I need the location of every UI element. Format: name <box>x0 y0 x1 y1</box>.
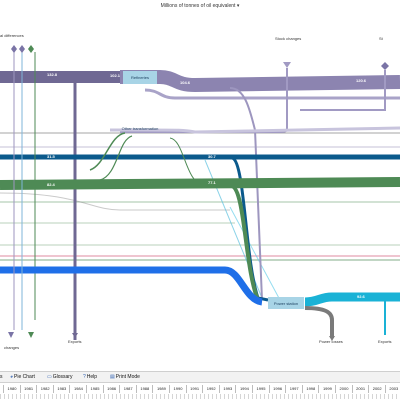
year-1985[interactable]: 1985 <box>86 385 103 393</box>
pie-chart-icon: ◕ <box>10 374 14 380</box>
glossary-label: Glossary <box>52 374 73 380</box>
timeline-ticks <box>0 394 400 399</box>
year-1984[interactable]: 1984 <box>69 385 86 393</box>
year-2000[interactable]: 2000 <box>335 385 352 393</box>
toolbar: s ◕ Pie Chart ▭ Glossary ? Help ▤ Print … <box>0 371 400 383</box>
print-mode-button[interactable]: ▤ Print Mode <box>110 373 140 381</box>
chevron-down-icon: ▾ <box>236 3 240 9</box>
flow-purple-to-power <box>229 87 263 301</box>
flow-refinery-products <box>120 70 400 93</box>
pie-chart-button[interactable]: ◕ Pie Chart <box>10 373 35 381</box>
flow-green-branch-1 <box>89 132 126 171</box>
help-label: Help <box>86 374 98 380</box>
year-timeline[interactable]: 1980 1981 1982 1983 1984 1985 1986 1987 1988 1989… <box>0 382 400 401</box>
sankey-diagram <box>0 45 400 341</box>
exports-right-label: Exports <box>378 339 392 344</box>
green-flow-value: 82.4 <box>47 182 55 187</box>
stock-changes-label: Stock changes <box>275 36 302 41</box>
flow-stock-changes-right <box>300 70 386 111</box>
year-2001[interactable]: 2001 <box>351 385 369 393</box>
year-1991[interactable]: 1991 <box>185 385 203 393</box>
flow-cyan-diagonal-2 <box>229 206 281 301</box>
year-list: 1980 1981 1982 1983 1984 1985 1986 1987 1988 1989… <box>0 385 400 393</box>
glossary-button[interactable]: ▭ Glossary <box>47 373 72 381</box>
blue-flow-right-value: 30.7 <box>208 154 216 159</box>
refinery-in-value: 102.1 <box>110 73 121 78</box>
arrow-down-icon[interactable] <box>28 332 34 338</box>
year-1981[interactable]: 1981 <box>19 385 37 393</box>
question-icon: ? <box>83 374 86 380</box>
year-1989[interactable]: 1989 <box>152 385 169 393</box>
chart-title[interactable]: Millions of tonnes of oil equivalent ▾ <box>0 3 400 9</box>
year-1990[interactable]: 1990 <box>169 385 186 393</box>
arrow-down-icon[interactable] <box>8 332 14 338</box>
year-1993[interactable]: 1993 <box>218 385 236 393</box>
help-button[interactable]: ? Help <box>83 373 97 381</box>
year-1987[interactable]: 1987 <box>119 385 136 393</box>
power-station-label: Power station <box>273 300 299 306</box>
flow-other-transformation <box>110 126 400 134</box>
year-2003[interactable]: 2003 <box>384 385 400 393</box>
other-transformation-label: Other transformation <box>121 126 159 131</box>
year-1997[interactable]: 1997 <box>285 385 302 393</box>
toolbar-button-partial-label: s <box>0 374 3 380</box>
year-1988[interactable]: 1988 <box>135 385 153 393</box>
flow-bright-blue <box>0 266 264 306</box>
year-1994[interactable]: 1994 <box>235 385 252 393</box>
diamond-marker-icon[interactable] <box>28 45 34 53</box>
stock-changes-marker-icon[interactable] <box>283 62 291 68</box>
flow-gray-thin <box>0 192 230 211</box>
refineries-label: Refineries <box>130 75 149 80</box>
flow-green-branch-2 <box>99 135 133 181</box>
year-2002[interactable]: 2002 <box>368 385 385 393</box>
year-1982[interactable]: 1982 <box>36 385 53 393</box>
year-1986[interactable]: 1986 <box>102 385 120 393</box>
right-top-value: 120.6 <box>356 78 367 83</box>
refinery-out-value: 104.6 <box>180 80 191 85</box>
green-flow-right-value: 77.1 <box>208 180 216 185</box>
stock-changes-bottom-label: changes <box>4 345 20 350</box>
flow-green-to-power <box>230 184 260 301</box>
stock-changes-right-label: St <box>379 36 383 41</box>
left-markers <box>8 45 78 338</box>
print-mode-label: Print Mode <box>115 374 140 380</box>
power-out-value: 92.6 <box>357 294 365 299</box>
flow-purple-secondary <box>144 88 400 100</box>
year-1999[interactable]: 1999 <box>318 385 335 393</box>
year-1992[interactable]: 1992 <box>202 385 219 393</box>
flow-power-losses <box>304 306 334 338</box>
toolbar-button-partial[interactable]: s <box>0 373 3 381</box>
arrow-down-icon[interactable] <box>329 336 335 341</box>
year-1996[interactable]: 1996 <box>268 385 286 393</box>
statistical-differences-label: al differences <box>0 33 24 38</box>
arrow-down-icon[interactable] <box>72 333 78 338</box>
blue-flow-value: 31.5 <box>47 154 55 159</box>
power-station-node[interactable]: Power station <box>268 297 304 309</box>
flow-green-branch-3 <box>169 137 206 186</box>
power-losses-label: Power losses <box>319 339 343 344</box>
pie-chart-label: Pie Chart <box>14 374 35 380</box>
year-1995[interactable]: 1995 <box>252 385 269 393</box>
year-1998[interactable]: 1998 <box>301 385 319 393</box>
diamond-marker-icon[interactable] <box>19 45 25 53</box>
refineries-node[interactable]: Refineries <box>123 71 157 84</box>
diamond-marker-icon[interactable] <box>381 62 389 70</box>
book-icon: ▭ <box>47 374 52 380</box>
chart-title-label: Millions of tonnes of oil equivalent <box>160 3 236 9</box>
diamond-marker-icon[interactable] <box>11 45 17 53</box>
crude-value: 132.8 <box>47 72 58 77</box>
other-transformation-node[interactable]: Other transformation <box>115 126 165 131</box>
year-1980[interactable]: 1980 <box>3 385 20 393</box>
exports-left-label: Exports <box>68 339 82 344</box>
flow-power-output <box>304 292 400 307</box>
printer-icon: ▤ <box>110 374 115 380</box>
year-1983[interactable]: 1983 <box>52 385 70 393</box>
